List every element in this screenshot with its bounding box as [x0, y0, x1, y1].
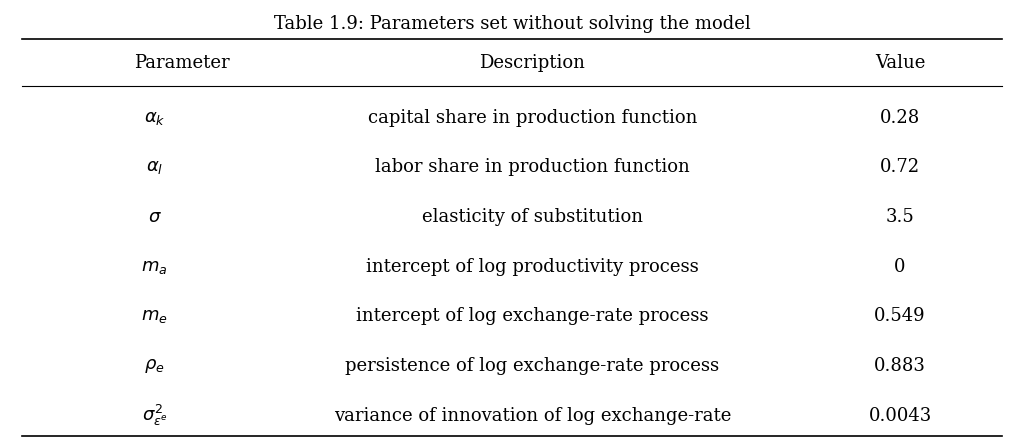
Text: 0.28: 0.28 — [880, 108, 921, 127]
Text: 0.72: 0.72 — [880, 158, 921, 176]
Text: 0: 0 — [894, 258, 906, 276]
Text: labor share in production function: labor share in production function — [375, 158, 690, 176]
Text: $m_a$: $m_a$ — [141, 258, 168, 276]
Text: 0.883: 0.883 — [874, 357, 926, 375]
Text: Parameter: Parameter — [134, 54, 229, 71]
Text: $\alpha_l$: $\alpha_l$ — [145, 158, 163, 176]
Text: $\rho_e$: $\rho_e$ — [144, 357, 165, 375]
Text: $\alpha_k$: $\alpha_k$ — [143, 108, 165, 127]
Text: variance of innovation of log exchange-rate: variance of innovation of log exchange-r… — [334, 407, 731, 425]
Text: 3.5: 3.5 — [886, 208, 914, 226]
Text: elasticity of substitution: elasticity of substitution — [422, 208, 643, 226]
Text: intercept of log productivity process: intercept of log productivity process — [366, 258, 698, 276]
Text: Table 1.9: Parameters set without solving the model: Table 1.9: Parameters set without solvin… — [273, 15, 751, 33]
Text: persistence of log exchange-rate process: persistence of log exchange-rate process — [345, 357, 720, 375]
Text: intercept of log exchange-rate process: intercept of log exchange-rate process — [356, 307, 709, 326]
Text: $\sigma$: $\sigma$ — [147, 208, 162, 226]
Text: 0.549: 0.549 — [874, 307, 926, 326]
Text: 0.0043: 0.0043 — [868, 407, 932, 425]
Text: Value: Value — [874, 54, 926, 71]
Text: $\sigma^2_{\epsilon^e}$: $\sigma^2_{\epsilon^e}$ — [141, 403, 168, 428]
Text: capital share in production function: capital share in production function — [368, 108, 697, 127]
Text: $m_e$: $m_e$ — [141, 307, 168, 326]
Text: Description: Description — [479, 54, 586, 71]
